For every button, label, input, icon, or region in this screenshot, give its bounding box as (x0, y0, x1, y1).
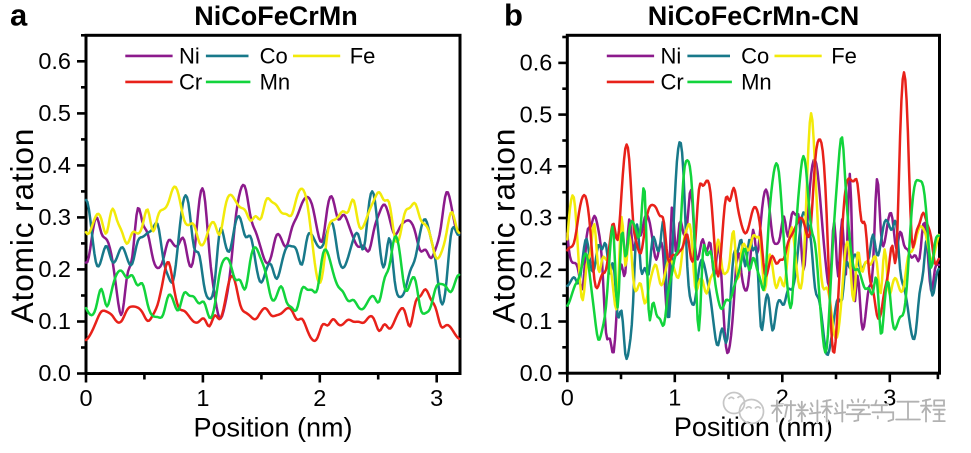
svg-text:0.4: 0.4 (520, 153, 553, 179)
svg-text:0.2: 0.2 (520, 257, 553, 283)
svg-text:NiCoFeCrMn: NiCoFeCrMn (194, 1, 358, 31)
svg-text:1: 1 (668, 385, 681, 411)
svg-text:0.1: 0.1 (38, 308, 71, 334)
svg-text:0.4: 0.4 (38, 152, 71, 178)
svg-text:1: 1 (196, 385, 209, 411)
svg-text:Position (nm): Position (nm) (193, 413, 352, 443)
svg-text:Cr: Cr (661, 70, 684, 95)
svg-text:0.6: 0.6 (520, 50, 553, 76)
svg-text:Fe: Fe (831, 44, 857, 69)
svg-text:Co: Co (741, 44, 769, 69)
svg-text:0.5: 0.5 (520, 101, 553, 127)
svg-text:Mn: Mn (260, 70, 291, 95)
svg-text:a: a (10, 0, 28, 33)
svg-text:NiCoFeCrMn-CN: NiCoFeCrMn-CN (648, 1, 859, 31)
svg-text:0.5: 0.5 (38, 100, 71, 126)
svg-text:Position (nm): Position (nm) (674, 412, 833, 442)
svg-text:0.0: 0.0 (38, 360, 71, 386)
svg-text:2: 2 (313, 385, 326, 411)
svg-text:Cr: Cr (179, 70, 202, 95)
svg-text:0.1: 0.1 (520, 308, 553, 334)
svg-text:0.0: 0.0 (520, 360, 553, 386)
svg-text:Ni: Ni (179, 44, 200, 69)
svg-text:3: 3 (430, 385, 443, 411)
svg-text:Mn: Mn (741, 70, 772, 95)
svg-text:Atomic ration: Atomic ration (4, 128, 40, 324)
svg-text:b: b (504, 0, 523, 33)
svg-text:Fe: Fe (350, 44, 376, 69)
svg-text:0.3: 0.3 (520, 205, 553, 231)
svg-text:0.6: 0.6 (38, 48, 71, 74)
svg-text:Co: Co (260, 44, 288, 69)
svg-text:Atomic ration: Atomic ration (486, 128, 522, 324)
svg-text:0: 0 (561, 385, 574, 411)
svg-text:Ni: Ni (661, 44, 682, 69)
svg-text:0.3: 0.3 (38, 204, 71, 230)
svg-text:0: 0 (79, 385, 92, 411)
svg-text:0.2: 0.2 (38, 256, 71, 282)
